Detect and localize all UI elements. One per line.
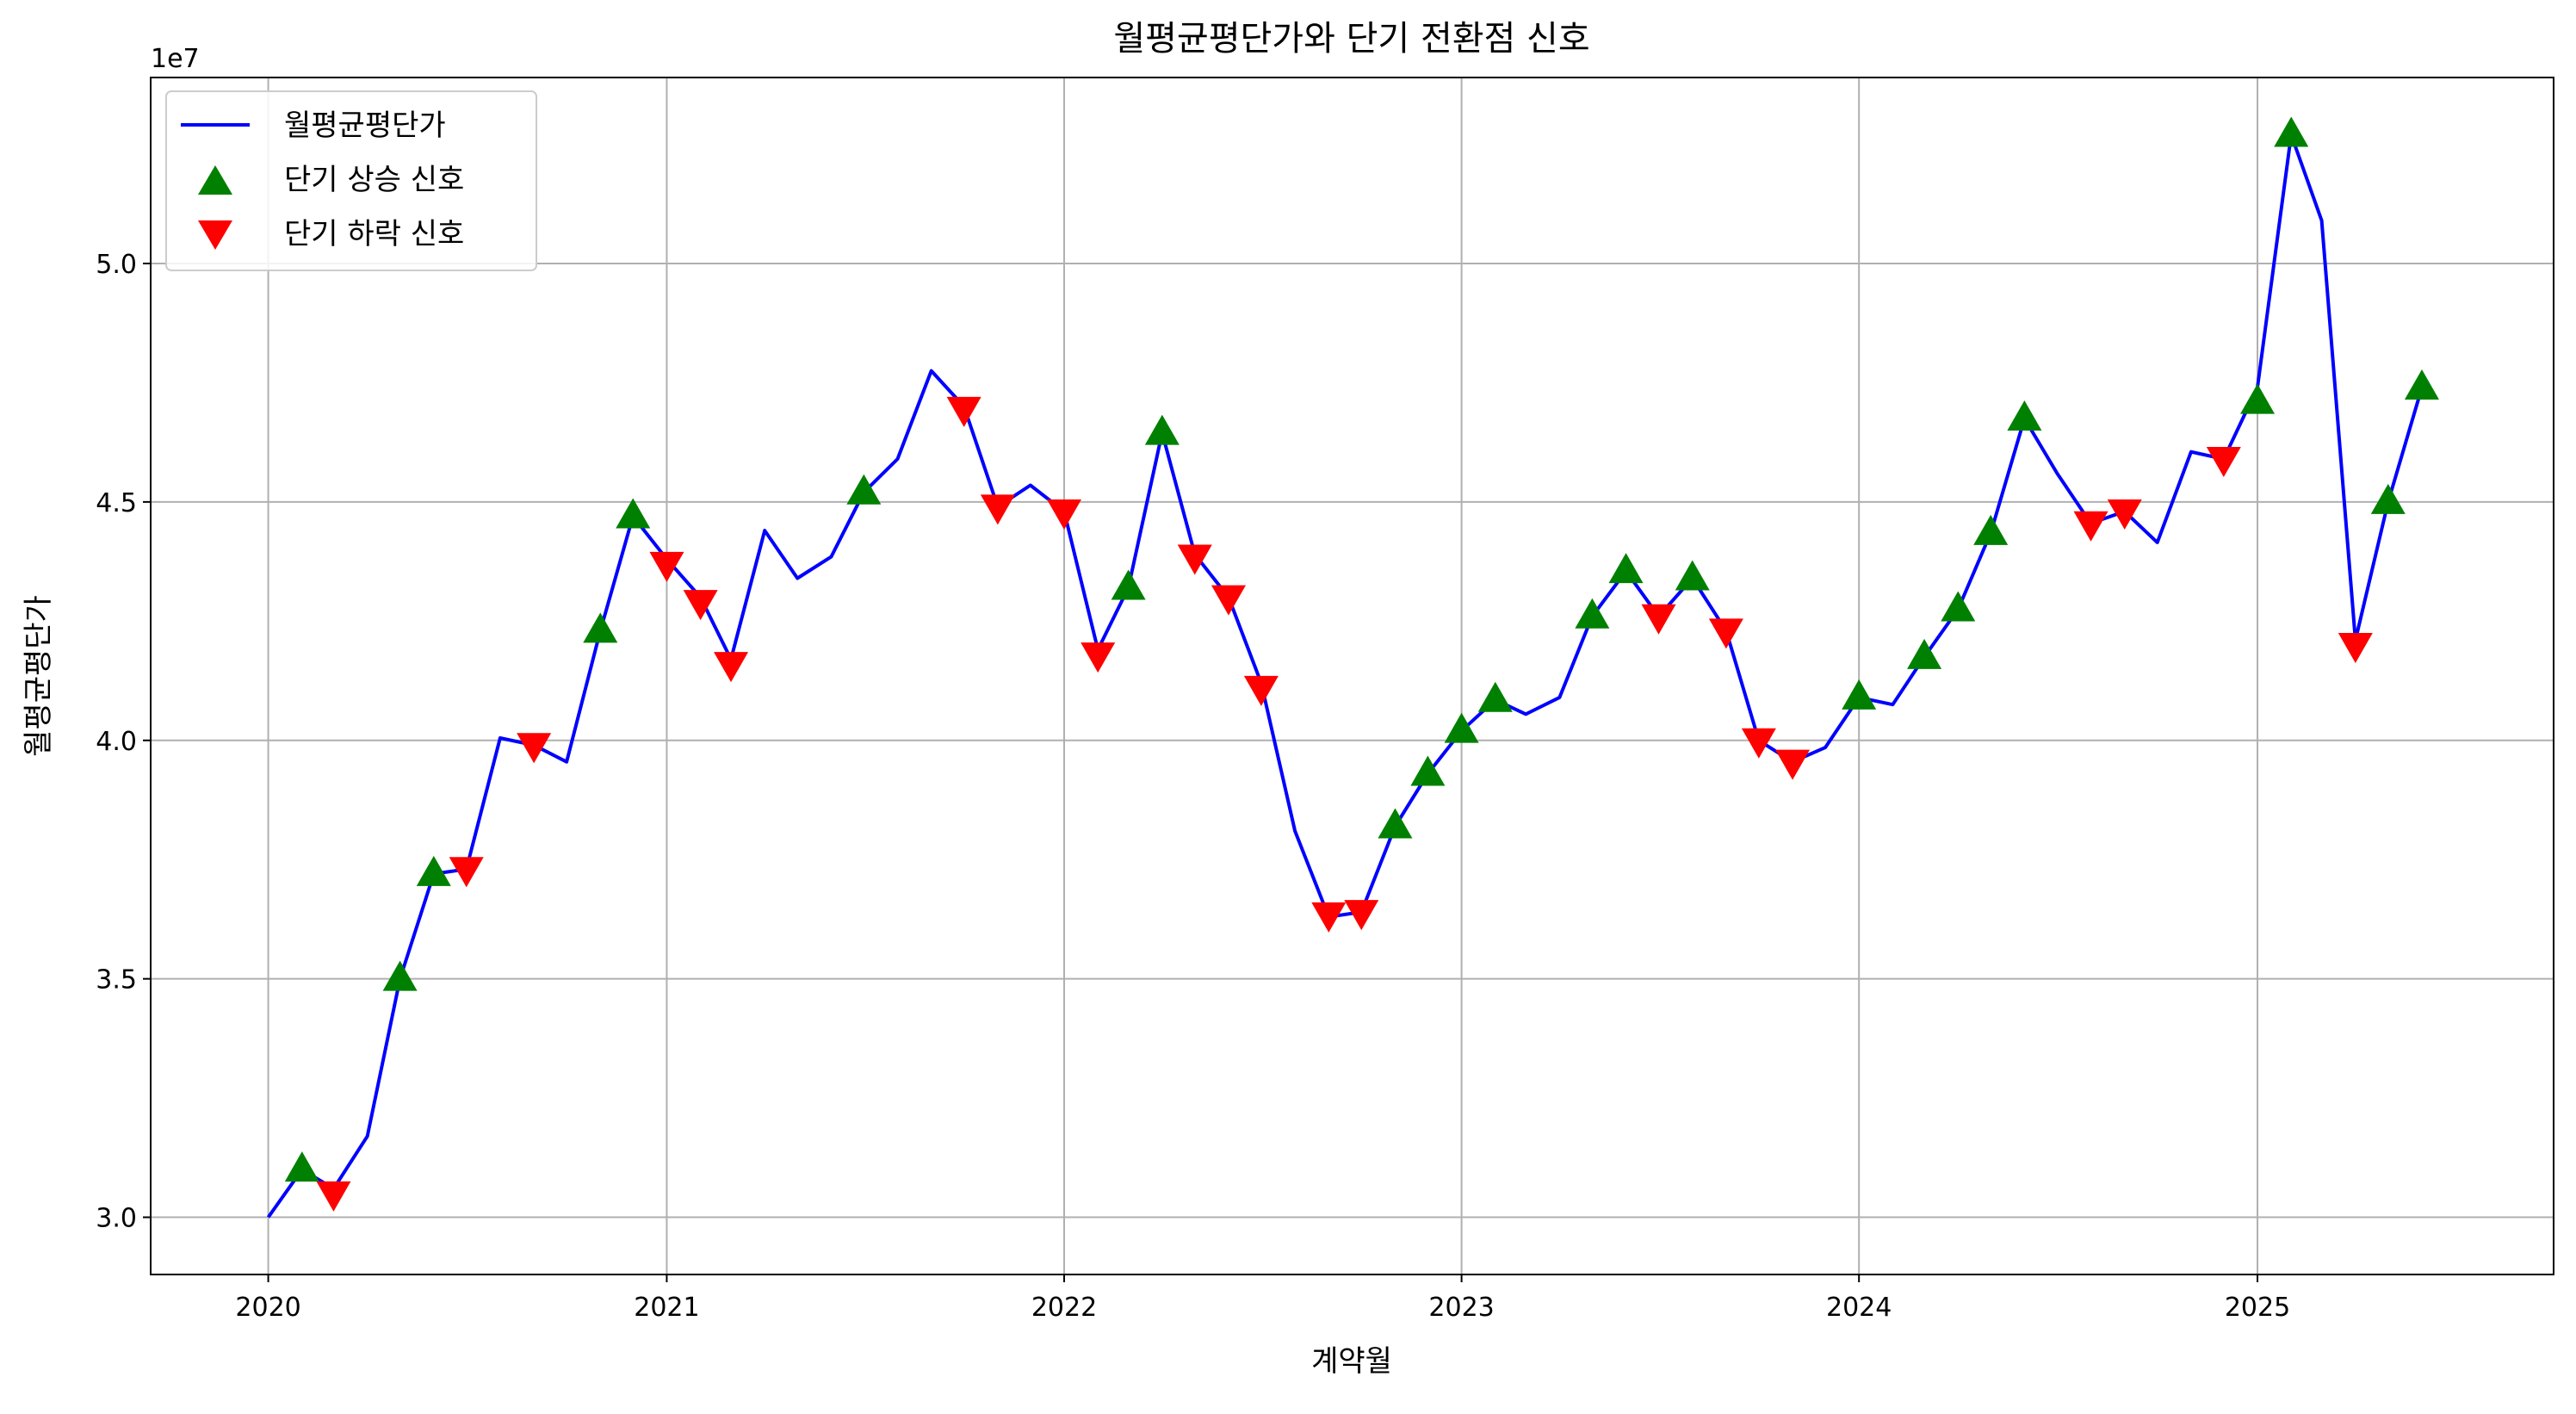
up-signal-marker	[1378, 808, 1413, 839]
down-signal-marker	[517, 733, 552, 764]
up-signal-marker	[2007, 400, 2042, 431]
grid	[151, 78, 2554, 1274]
up-signal-marker	[1608, 553, 1644, 584]
down-signal-marker	[683, 590, 718, 621]
x-tick-label: 2024	[1826, 1293, 1892, 1323]
legend-up-marker	[198, 165, 232, 195]
up-signal-marker	[382, 960, 418, 991]
down-signal-marker	[1344, 900, 1379, 931]
up-signal-marker	[616, 498, 651, 529]
down-signal-marker	[1311, 902, 1347, 933]
down-signal-marker	[449, 857, 484, 888]
down-signal-marker	[980, 494, 1015, 525]
up-signal-marker	[1111, 569, 1146, 600]
plot-area-frame	[150, 77, 2554, 1275]
x-tick-label: 2022	[1031, 1293, 1097, 1323]
axis-ticks: 2020 2021 2022 2023 2024 2025 3.0 3.5 4.0 4.5 5.0	[96, 250, 2290, 1323]
down-signal-marker	[1177, 544, 1212, 575]
up-signal-marker	[1444, 712, 1479, 743]
y-tick-label: 4.5	[96, 488, 137, 518]
legend-label-price: 월평균평단가	[284, 109, 446, 143]
down-signal-marker	[649, 551, 684, 582]
legend-down-marker	[198, 220, 232, 250]
down-signal-marker	[714, 652, 749, 683]
up-signal-marker	[1675, 560, 1710, 591]
up-signal-marker	[1410, 755, 1446, 786]
up-signal-marker	[284, 1151, 319, 1182]
down-signal-marker	[1047, 499, 1082, 530]
up-signal-marker	[2240, 383, 2276, 414]
down-signal-marker	[1641, 604, 1676, 635]
up-signal-marker	[2404, 369, 2439, 400]
down-signal-marker	[1708, 618, 1743, 649]
x-tick-label: 2023	[1428, 1293, 1494, 1323]
down-signal-marker	[2107, 499, 2142, 530]
legend: 월평균평단가 단기 상승 신호 단기 하락 신호	[165, 90, 537, 271]
up-signal-marker	[1477, 681, 1513, 712]
up-signal-marker	[846, 474, 882, 505]
up-signal-marker	[1144, 414, 1180, 445]
down-signal-marker	[2338, 633, 2373, 664]
up-signal-marker	[583, 612, 618, 643]
x-tick-label: 2025	[2225, 1293, 2290, 1323]
y-tick-label: 3.5	[96, 965, 137, 995]
up-signal-marker	[1907, 638, 1942, 669]
down-signal-marker	[1775, 749, 1811, 780]
down-signal-marker	[316, 1181, 351, 1212]
down-signal-marker	[1081, 642, 1116, 673]
up-signal-marker	[1941, 591, 1976, 622]
x-axis-label: 계약월	[1311, 1344, 1392, 1379]
chart-title: 월평균평단가와 단기 전환점 신호	[1113, 19, 1589, 59]
up-signal-marker	[1842, 679, 1877, 710]
y-axis-label: 월평균평단가	[22, 595, 56, 757]
legend-label-down-signal: 단기 하락 신호	[284, 217, 464, 251]
up-signal-marker	[416, 855, 451, 886]
down-signal-marker	[1211, 585, 1246, 616]
series	[266, 116, 2439, 1219]
y-axis-offset-label: 1e7	[151, 44, 200, 74]
down-signal-marker	[2206, 447, 2241, 478]
down-signal-marker	[946, 396, 981, 427]
y-tick-label: 4.0	[96, 727, 137, 757]
x-tick-label: 2021	[634, 1293, 699, 1323]
price-line	[266, 133, 2424, 1219]
y-tick-label: 3.0	[96, 1204, 137, 1234]
down-signal-marker	[1243, 675, 1279, 706]
up-signal-marker	[2274, 116, 2309, 147]
up-signal-marker	[2370, 483, 2406, 514]
down-signal-marker	[1741, 728, 1776, 759]
up-signal-marker	[1575, 598, 1610, 629]
x-tick-label: 2020	[235, 1293, 300, 1323]
y-tick-label: 5.0	[96, 250, 137, 280]
legend-box	[165, 90, 537, 271]
legend-label-up-signal: 단기 상승 신호	[284, 163, 464, 197]
down-signal-marker	[2073, 511, 2108, 542]
up-signal-marker	[1973, 514, 2009, 545]
